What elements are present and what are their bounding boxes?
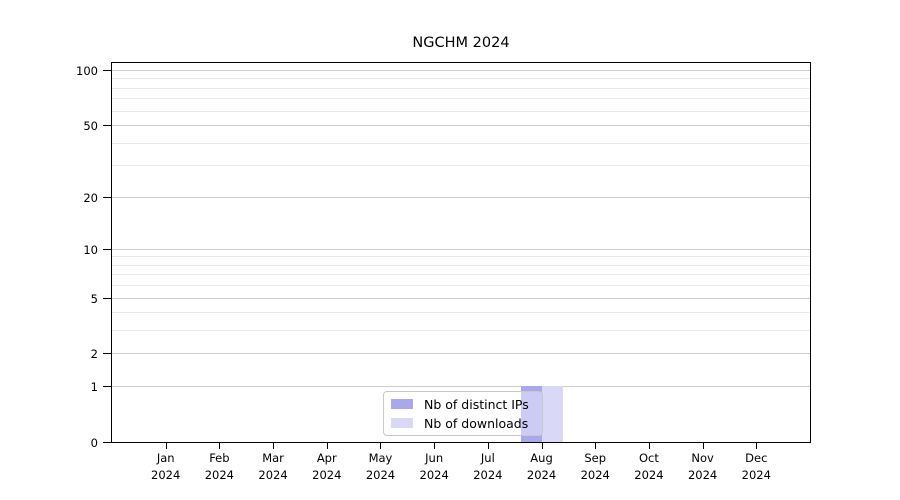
- x-tick-label: Feb 2024: [204, 451, 235, 482]
- y-tick-label: 20: [83, 190, 98, 205]
- x-tick-label: May 2024: [365, 451, 396, 482]
- gridline-major: [112, 297, 810, 299]
- gridline-minor: [112, 87, 810, 89]
- x-tick-label: Sep 2024: [580, 451, 610, 482]
- x-tick-mark: [648, 443, 650, 449]
- x-tick-label: Aug 2024: [526, 451, 557, 482]
- chart-title: NGCHM 2024: [412, 35, 510, 51]
- x-tick-mark: [165, 443, 167, 449]
- x-tick-label: Nov 2024: [687, 451, 718, 482]
- x-tick-mark: [756, 443, 758, 449]
- bar-distinct-ips: [520, 386, 542, 442]
- x-tick-mark: [702, 443, 704, 449]
- y-tick-mark: [103, 297, 111, 299]
- x-tick-mark: [273, 443, 275, 449]
- y-tick-label: 50: [83, 119, 98, 134]
- x-tick-mark: [434, 443, 436, 449]
- y-tick-mark: [103, 442, 111, 443]
- y-tick-mark: [103, 196, 111, 198]
- y-tick-label: 10: [83, 242, 98, 257]
- x-tick-mark: [541, 443, 543, 449]
- x-tick-mark: [219, 443, 221, 449]
- y-axis-labels: 0 1 2 5 10 20 50 100: [0, 63, 98, 450]
- legend-label-distinct-ips: Nb of distinct IPs: [424, 396, 529, 412]
- gridline-minor: [112, 312, 810, 314]
- x-tick-label: Dec 2024: [741, 451, 771, 482]
- gridline-minor: [112, 264, 810, 266]
- x-tick-label: Oct 2024: [634, 451, 664, 482]
- y-tick-mark: [103, 125, 111, 127]
- y-tick-label: 0: [90, 436, 98, 450]
- gridline-minor: [112, 165, 810, 167]
- x-tick-label: Jan 2024: [151, 451, 181, 482]
- x-axis-labels: Jan 2024 Feb 2024 Mar 2024 Apr 2024 May 2024 Jun 20…: [112, 450, 810, 490]
- gridline-minor: [112, 110, 810, 112]
- y-tick-mark: [103, 353, 111, 355]
- plot-area: Nb of distinct IPs Nb of downloads: [111, 62, 811, 443]
- gridline-major: [112, 196, 810, 198]
- y-tick-label: 5: [90, 291, 98, 306]
- y-tick-mark: [103, 70, 111, 71]
- x-tick-label: Apr 2024: [312, 451, 342, 482]
- gridline-minor: [112, 142, 810, 144]
- legend-entry-downloads: Nb of downloads: [391, 416, 542, 431]
- x-tick-mark: [595, 443, 597, 449]
- gridline-minor: [112, 285, 810, 287]
- x-tick-mark: [487, 443, 489, 449]
- x-axis-tick-marks: [112, 443, 810, 449]
- x-tick-mark: [380, 443, 382, 449]
- gridline-major: [112, 70, 810, 71]
- gridline-major: [112, 248, 810, 250]
- x-tick-label: Jun 2024: [419, 451, 449, 482]
- y-tick-mark: [103, 248, 111, 250]
- gridline-minor: [112, 330, 810, 332]
- y-tick-label: 1: [90, 380, 98, 395]
- gridline-minor: [112, 98, 810, 100]
- gridline-major: [112, 386, 810, 388]
- y-axis-tick-marks: [103, 63, 111, 443]
- gridline-minor: [112, 256, 810, 258]
- legend: Nb of distinct IPs Nb of downloads: [383, 391, 543, 436]
- x-tick-label: Jul 2024: [473, 451, 503, 482]
- legend-swatch-downloads: [391, 418, 413, 428]
- x-tick-mark: [326, 443, 328, 449]
- gridline-minor: [112, 274, 810, 276]
- y-tick-label: 100: [76, 64, 98, 78]
- gridline-major: [112, 125, 810, 127]
- y-tick-mark: [103, 386, 111, 388]
- gridline-minor: [112, 78, 810, 80]
- bar-downloads: [541, 386, 563, 442]
- y-tick-label: 2: [90, 347, 98, 362]
- x-tick-label: Mar 2024: [258, 451, 288, 482]
- legend-label-downloads: Nb of downloads: [424, 415, 529, 431]
- legend-swatch-distinct-ips: [391, 399, 413, 409]
- legend-entry-distinct-ips: Nb of distinct IPs: [391, 397, 542, 412]
- gridline-major: [112, 353, 810, 355]
